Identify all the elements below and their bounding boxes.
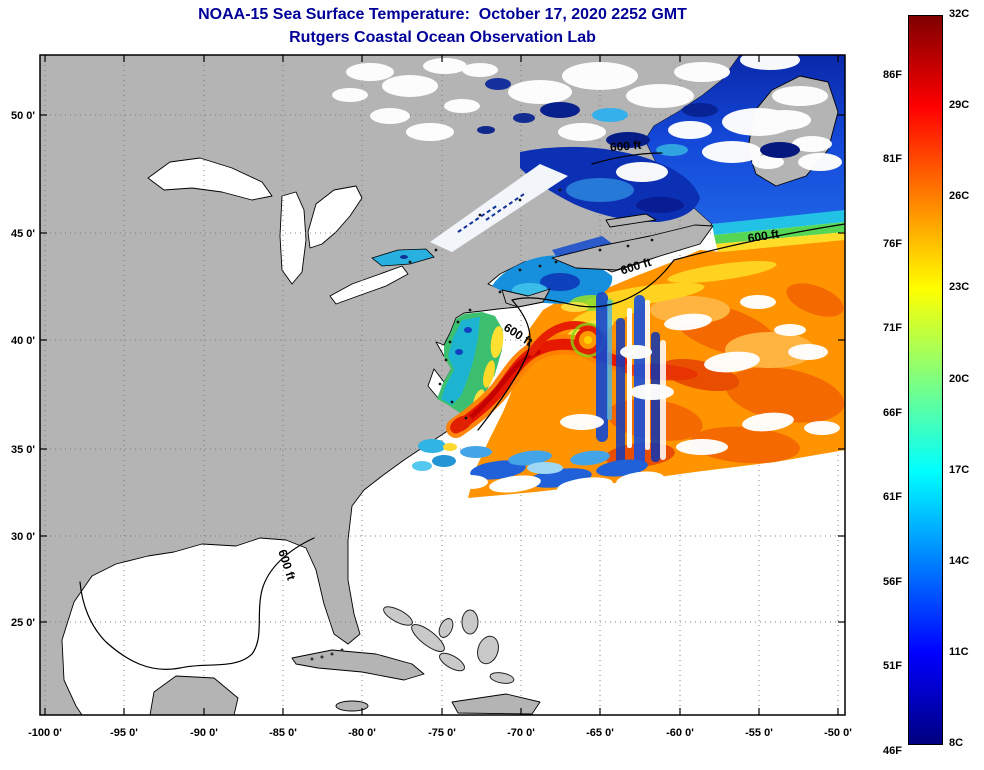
cold-noise-patches (477, 78, 800, 158)
prince-edward-island (605, 213, 657, 228)
depth-contours (79, 152, 845, 670)
contour-gulf-of-mexico (79, 537, 315, 670)
maine-cold-patch (540, 273, 580, 291)
jamaica (335, 700, 369, 712)
sst-data-layer (149, 55, 845, 715)
y-tick-label: 35 0' (11, 444, 35, 456)
estuary-speckle (457, 193, 525, 233)
contour-label-st-lawrence: 600 ft (609, 138, 641, 155)
cloud-patches (332, 55, 842, 455)
lake-ontario-cold-patch (400, 255, 408, 259)
colorbar-fahrenheit-label: 81F (883, 153, 902, 165)
nova-scotia (551, 224, 714, 271)
lake-michigan (279, 191, 307, 285)
contour-scotian-shelf (673, 223, 845, 261)
south-edge-fringe (412, 439, 664, 495)
shelf-coastal-cyan (441, 317, 480, 405)
sst-transition-yellow-band (716, 232, 845, 253)
contour-shelf-edge (477, 299, 531, 431)
colorbar-celsius-label: 8C (949, 737, 964, 749)
x-tick-label: -65 0' (586, 727, 614, 739)
y-tick-label: 25 0' (11, 617, 35, 629)
x-tick-label: -70 0' (507, 727, 535, 739)
colorbar-fahrenheit-label: 51F (883, 660, 902, 672)
gulf-dark-patch (636, 197, 684, 213)
colorbar-fahrenheit-label: 86F (883, 69, 902, 81)
hatteras-warm-blob (450, 415, 472, 433)
colorbar-celsius-label: 20C (949, 373, 970, 385)
x-tick-label: -75 0' (428, 727, 456, 739)
lake-huron (307, 185, 363, 249)
colorbar-celsius-label: 14C (949, 555, 970, 567)
st-lawrence-estuary (430, 164, 568, 252)
x-tick-label: -90 0' (190, 727, 218, 739)
colorbar-celsius-label: 23C (949, 281, 970, 293)
lake-superior (147, 157, 273, 201)
x-tick-label: -55 0' (745, 727, 773, 739)
colorbar-fahrenheit-label: 76F (883, 238, 902, 250)
contour-st-lawrence (591, 152, 663, 165)
cuba (291, 649, 425, 681)
eddy-core (584, 336, 592, 344)
y-tick-label: 50 0' (11, 110, 35, 122)
colorbar-celsius-label: 26C (949, 190, 970, 202)
x-tick-label: -60 0' (666, 727, 694, 739)
coast-speckle (408, 188, 654, 420)
contour-label-scotian: 600 ft (747, 227, 780, 246)
yucatan (149, 675, 239, 715)
colorbar-fahrenheit-label: 56F (883, 576, 902, 588)
contour-georges-bank (511, 259, 675, 308)
lake-erie (329, 265, 409, 305)
colorbar-fahrenheit-label: 61F (883, 491, 902, 503)
bahamas (383, 606, 515, 684)
axis-tick-labels: -100 0' -95 0' -90 0' -85 0' -80 0' -75 0' -70… (11, 110, 852, 739)
georges-warm-streak (561, 302, 589, 312)
page-title: NOAA-15 Sea Surface Temperature: October… (198, 6, 687, 23)
sst-transition-cyan-band (712, 210, 845, 235)
axis-ticks (40, 55, 845, 715)
x-tick-label: -100 0' (28, 727, 62, 739)
land-layer (40, 55, 741, 715)
colorbar-fahrenheit-label: 66F (883, 407, 902, 419)
x-tick-label: -95 0' (110, 727, 138, 739)
x-tick-label: -80 0' (348, 727, 376, 739)
x-tick-label: -50 0' (824, 727, 852, 739)
colorbar-celsius-label: 29C (949, 99, 970, 111)
florida-keys (310, 648, 344, 661)
y-tick-label: 30 0' (11, 531, 35, 543)
colorbar-celsius-label: 17C (949, 464, 970, 476)
colorbar-celsius-label: 11C (949, 646, 969, 658)
sst-transition-green-band (714, 222, 845, 244)
colorbar-fahrenheit-label: 46F (883, 745, 902, 757)
gulf-cyan-patch (566, 178, 634, 202)
colorbar-fahrenheit-label: 71F (883, 322, 902, 334)
x-tick-label: -85 0' (269, 727, 297, 739)
colorbar-celsius-label: 32C (949, 8, 970, 20)
page-subtitle: Rutgers Coastal Ocean Observation Lab (289, 29, 596, 46)
y-tick-label: 45 0' (11, 228, 35, 240)
temperature-colorbar (908, 15, 943, 745)
hispaniola (451, 693, 541, 715)
y-tick-label: 40 0' (11, 335, 35, 347)
